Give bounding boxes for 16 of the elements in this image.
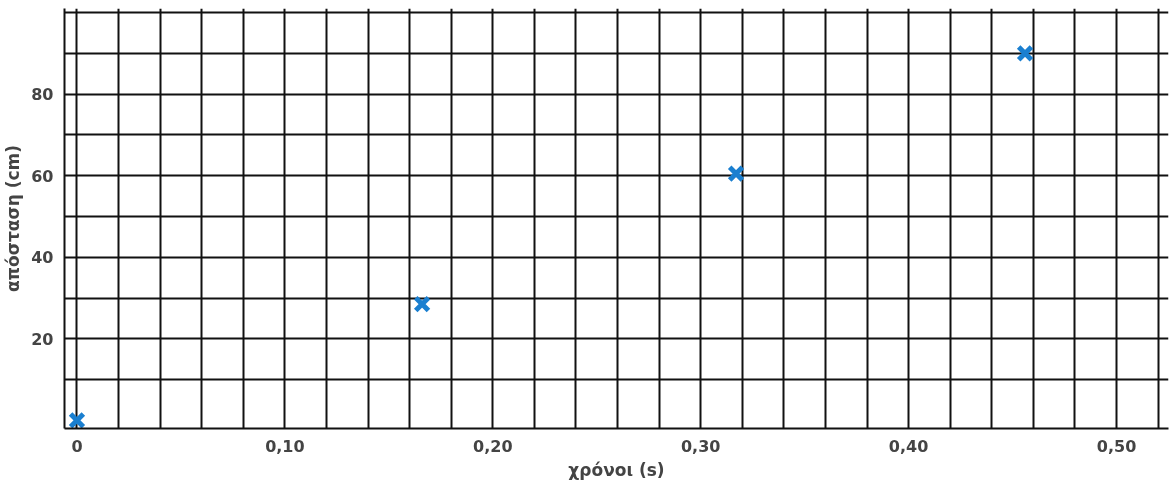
point <box>727 164 745 183</box>
point <box>1016 44 1034 63</box>
y-tick-label: 40 <box>31 248 54 268</box>
y-tick-label: 20 <box>31 329 54 349</box>
x-tick-label: 0,10 <box>265 436 305 456</box>
y-axis-title: απόσταση (cm) <box>3 144 24 293</box>
point <box>413 295 431 313</box>
y-tick-label: 60 <box>31 166 54 186</box>
x-tick-label: 0,50 <box>1096 436 1137 456</box>
point <box>68 411 86 429</box>
x-tick-label: 0,40 <box>888 436 929 456</box>
x-axis-title: χρόνοι (s) <box>568 459 665 480</box>
x-tick-label: 0,30 <box>680 436 721 456</box>
y-tick-label: 80 <box>31 85 54 105</box>
x-tick-label: 0,20 <box>473 436 513 456</box>
x-tick-label: 0 <box>71 436 83 456</box>
